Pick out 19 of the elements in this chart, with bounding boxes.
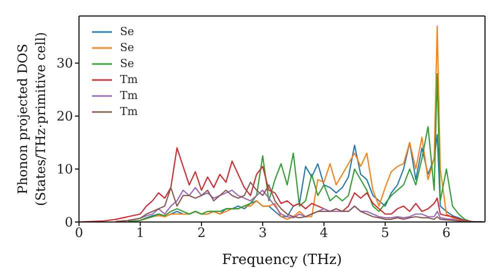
y-tick-label: 20: [56, 110, 73, 125]
legend-label: Se: [120, 56, 134, 72]
legend-label: Se: [120, 24, 134, 40]
x-axis-title: Frequency (THz): [222, 252, 342, 268]
x-tick-label: 6: [442, 226, 451, 242]
legend-label: Tm: [120, 88, 138, 104]
y-tick-label: 30: [56, 56, 73, 72]
legend-label: Se: [120, 40, 134, 56]
y-tick-label: 10: [56, 162, 73, 178]
legend-label: Tm: [120, 72, 138, 88]
x-tick-label: 1: [136, 226, 144, 242]
x-tick-label: 3: [258, 226, 267, 242]
y-tick-label: 0: [64, 216, 73, 231]
x-tick-label: 4: [320, 226, 328, 242]
x-tick-label: 2: [197, 226, 206, 242]
x-tick-label: 0: [74, 226, 84, 242]
y-axis-title: Phonon projected DOS (States/THz·primitive cell): [16, 32, 49, 206]
legend-label: Tm: [120, 104, 138, 120]
x-tick-label: 5: [381, 226, 390, 242]
